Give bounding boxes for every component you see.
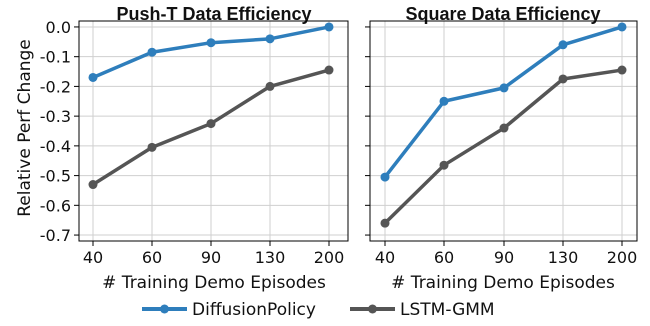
x-tick-label: 60 [434,248,454,267]
series-lstm-gmm [380,65,627,228]
y-tick-label: -0.5 [40,167,71,186]
x-tick-label: 40 [375,248,395,267]
y-tick-label: -0.6 [40,196,71,215]
data-point [206,119,216,129]
y-axis-label: Relative Perf Change [15,39,35,217]
x-tick-label: 130 [548,248,579,267]
data-point [324,22,334,32]
data-point [324,65,334,75]
x-tick-label: 200 [314,248,345,267]
legend-label-lstm-gmm: LSTM-GMM [400,300,495,320]
data-point [380,172,390,182]
x-tick-label: 90 [201,248,221,267]
y-tick-label: -0.3 [40,107,71,126]
data-point [88,180,98,190]
y-tick-label: -0.2 [40,77,71,96]
data-point [88,72,98,82]
data-point [265,34,275,44]
push-t-title: Push-T Data Efficiency [116,4,311,24]
x-tick-label: 130 [255,248,286,267]
data-point [499,83,509,93]
data-point [206,38,216,48]
y-tick-label: -0.7 [40,226,71,245]
square-title: Square Data Efficiency [405,4,600,24]
y-tick-label: -0.4 [40,137,71,156]
data-point [617,22,627,32]
data-point [147,142,157,152]
x-tick-label: 40 [83,248,103,267]
legend-label-diffusionpolicy: DiffusionPolicy [192,300,316,320]
push-t-x-axis-label: # Training Demo Episodes [102,273,326,293]
series-lstm-gmm [88,65,334,190]
push-t-panel: Push-T Data Efficiency Relative Perf Cha… [15,4,349,293]
data-point [439,160,449,170]
series-diffusionpolicy [88,22,334,82]
legend-item-diffusionpolicy: DiffusionPolicy [142,300,316,320]
y-tick-label: 0.0 [46,18,71,37]
data-point [265,81,275,91]
series-diffusionpolicy [380,22,627,182]
grid [79,21,348,241]
data-point [558,74,568,84]
y-tick-label: -0.1 [40,48,71,67]
x-tick-label: 90 [494,248,514,267]
data-point [380,218,390,228]
plot-frame [78,20,349,242]
data-point [439,96,449,106]
x-tick-label: 60 [142,248,162,267]
x-tick-label: 200 [607,248,638,267]
data-point [147,47,157,57]
legend: DiffusionPolicy LSTM-GMM [142,300,495,320]
legend-item-lstm-gmm: LSTM-GMM [350,300,495,320]
data-point [558,40,568,50]
data-point [617,65,627,75]
square-panel: Square Data Efficiency # Training Demo E… [365,4,638,293]
square-x-axis-label: # Training Demo Episodes [391,273,615,293]
data-point [499,123,509,133]
